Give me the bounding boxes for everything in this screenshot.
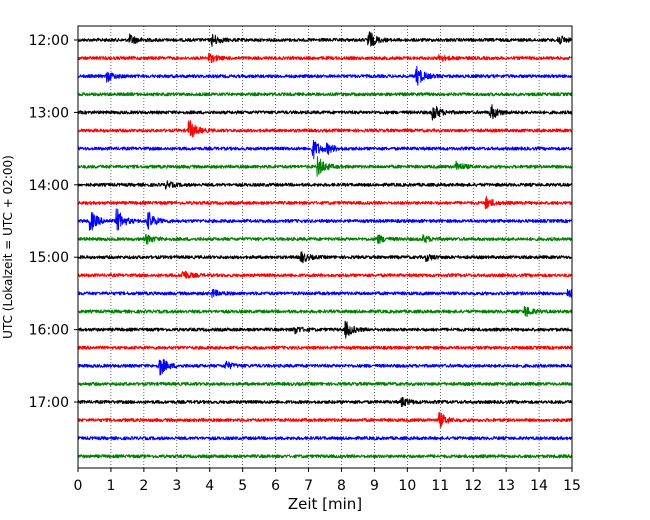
x-tick-label-15: 15	[563, 478, 581, 494]
x-tick-label-9: 9	[370, 478, 379, 494]
y-tick-label-15:00: 15:00	[29, 250, 69, 266]
x-tick-label-5: 5	[238, 478, 247, 494]
trace-1545	[77, 305, 573, 317]
trace-1330	[77, 140, 573, 160]
trace-1700	[77, 396, 573, 407]
trace-1400	[77, 180, 573, 190]
trace-1715	[77, 412, 573, 428]
y-tick-label-12:00: 12:00	[29, 33, 69, 49]
x-tick-label-8: 8	[337, 478, 346, 494]
trace-1745	[77, 454, 573, 459]
trace-1200	[77, 31, 573, 47]
trace-1730	[77, 436, 573, 441]
trace-1500	[77, 251, 573, 264]
x-tick-label-14: 14	[530, 478, 548, 494]
plot-frame	[77, 25, 573, 469]
trace-1245	[77, 92, 573, 97]
x-tick-label-4: 4	[205, 478, 214, 494]
trace-1430	[77, 208, 573, 231]
trace-1345	[77, 156, 573, 177]
trace-1615	[77, 345, 573, 350]
y-tick-label-17:00: 17:00	[29, 395, 69, 411]
trace-1230	[77, 65, 573, 86]
x-tick-label-1: 1	[106, 478, 115, 494]
x-tick-label-2: 2	[139, 478, 148, 494]
trace-1215	[77, 52, 573, 64]
trace-1645	[77, 381, 573, 386]
seismic-traces	[77, 31, 573, 459]
y-tick-label-13:00: 13:00	[29, 105, 69, 121]
x-axis-ticks: 0 1 2 3 4 5 6 7 8 9 10 11 12 13 14 15	[74, 468, 581, 494]
trace-1415	[77, 196, 573, 210]
x-tick-label-0: 0	[74, 478, 83, 494]
trace-1630	[77, 358, 573, 376]
x-axis-label: Zeit [min]	[288, 495, 362, 513]
x-tick-label-3: 3	[172, 478, 181, 494]
trace-1315	[77, 120, 573, 138]
trace-1300	[77, 104, 573, 121]
x-tick-label-7: 7	[304, 478, 313, 494]
y-tick-label-16:00: 16:00	[29, 323, 69, 339]
x-tick-label-10: 10	[398, 478, 416, 494]
y-tick-label-14:00: 14:00	[29, 178, 69, 194]
x-tick-label-12: 12	[464, 478, 482, 494]
trace-1515	[77, 270, 573, 279]
trace-1530	[77, 288, 573, 299]
x-tick-label-6: 6	[271, 478, 280, 494]
trace-1445	[77, 233, 573, 245]
y-axis-ticks: 12:00 13:00 14:00 15:00 16:00 17:00	[29, 33, 78, 411]
y-axis-label: UTC (Lokalzeit = UTC + 02:00)	[1, 155, 15, 339]
trace-1600	[77, 320, 573, 339]
x-tick-label-13: 13	[497, 478, 515, 494]
x-tick-label-11: 11	[431, 478, 449, 494]
